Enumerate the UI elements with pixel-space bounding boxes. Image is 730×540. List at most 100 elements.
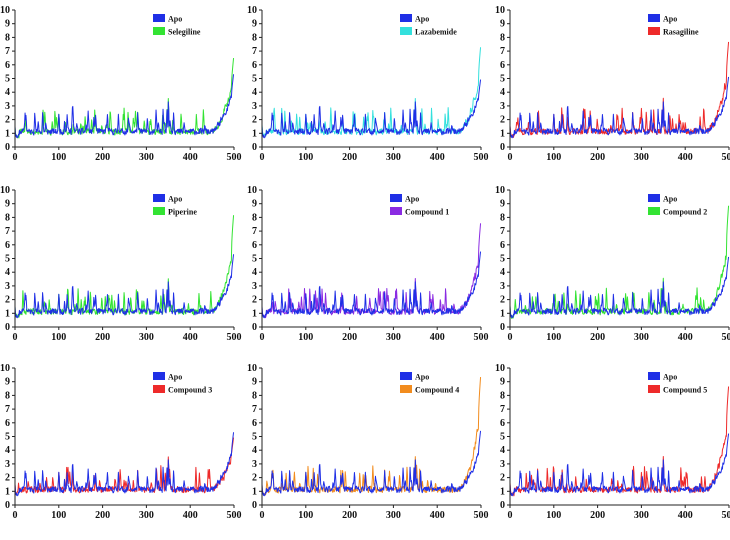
- y-tick-label: 4: [500, 267, 505, 278]
- x-tick-label: 100: [298, 332, 313, 343]
- y-tick-label: 2: [252, 295, 257, 306]
- y-tick-label: 4: [5, 87, 10, 98]
- y-tick-label: 10: [247, 363, 257, 374]
- x-tick-label: 400: [430, 332, 445, 343]
- x-tick-label: 0: [13, 332, 18, 343]
- y-tick-label: 9: [500, 199, 505, 210]
- y-tick-label: 1: [252, 486, 257, 497]
- y-tick-label: 5: [252, 432, 257, 443]
- y-tick-label: 7: [500, 226, 505, 237]
- x-tick-label: 200: [590, 332, 605, 343]
- legend-swatch: [400, 14, 412, 22]
- x-tick-label: 0: [260, 332, 265, 343]
- series-line-apo: [510, 434, 729, 496]
- y-tick-label: 9: [252, 19, 257, 30]
- y-tick-label: 4: [5, 267, 10, 278]
- y-tick-label: 8: [500, 390, 505, 401]
- x-tick-label: 500: [474, 152, 489, 163]
- x-tick-label: 400: [183, 152, 198, 163]
- y-tick-label: 9: [5, 377, 10, 388]
- x-tick-label: 500: [474, 332, 489, 343]
- x-tick-label: 300: [386, 510, 401, 521]
- y-tick-label: 7: [5, 226, 10, 237]
- y-tick-label: 2: [5, 473, 10, 484]
- y-tick-label: 8: [5, 390, 10, 401]
- x-tick-label: 400: [183, 510, 198, 521]
- y-tick-label: 9: [500, 19, 505, 30]
- y-tick-label: 1: [500, 486, 505, 497]
- y-tick-label: 5: [5, 74, 10, 85]
- legend-label: Piperine: [168, 208, 197, 217]
- y-tick-label: 0: [5, 142, 10, 153]
- series-line-selegiline: [15, 58, 234, 138]
- y-tick-label: 1: [252, 308, 257, 319]
- y-tick-label: 4: [5, 445, 10, 456]
- y-tick-label: 10: [495, 363, 505, 374]
- x-tick-label: 500: [722, 510, 730, 521]
- y-tick-label: 2: [5, 295, 10, 306]
- legend-swatch: [648, 14, 660, 22]
- x-tick-label: 400: [183, 332, 198, 343]
- y-tick-label: 5: [5, 254, 10, 265]
- series-line-compound-5: [510, 387, 729, 496]
- y-tick-label: 7: [252, 404, 257, 415]
- legend-label: Apo: [168, 195, 182, 204]
- y-tick-label: 7: [5, 404, 10, 415]
- y-tick-label: 4: [252, 267, 257, 278]
- x-tick-label: 400: [430, 510, 445, 521]
- x-tick-label: 0: [508, 510, 513, 521]
- series-line-compound-4: [262, 377, 481, 496]
- y-tick-label: 8: [252, 390, 257, 401]
- y-tick-label: 7: [252, 46, 257, 57]
- y-tick-label: 8: [5, 32, 10, 43]
- x-tick-label: 0: [508, 152, 513, 163]
- x-tick-label: 200: [95, 510, 110, 521]
- x-tick-label: 300: [139, 510, 154, 521]
- legend-swatch: [153, 372, 165, 380]
- legend-label: Compound 3: [168, 386, 212, 395]
- legend-swatch: [400, 372, 412, 380]
- chart-panel-9: 0123456789100100200300400500ApoCompound …: [495, 363, 730, 521]
- y-tick-label: 2: [252, 473, 257, 484]
- x-tick-label: 100: [51, 332, 66, 343]
- x-tick-label: 200: [342, 152, 357, 163]
- y-tick-label: 3: [5, 281, 10, 292]
- y-tick-label: 4: [500, 445, 505, 456]
- y-tick-label: 10: [247, 5, 257, 16]
- legend-swatch: [153, 14, 165, 22]
- y-tick-label: 10: [495, 185, 505, 196]
- x-tick-label: 100: [546, 332, 561, 343]
- x-tick-label: 0: [13, 152, 18, 163]
- y-tick-label: 1: [5, 486, 10, 497]
- x-tick-label: 200: [95, 152, 110, 163]
- y-tick-label: 10: [0, 5, 10, 16]
- x-tick-label: 500: [722, 332, 730, 343]
- y-tick-label: 0: [500, 142, 505, 153]
- y-tick-label: 2: [252, 115, 257, 126]
- legend-label: Compound 5: [663, 386, 707, 395]
- x-tick-label: 200: [342, 510, 357, 521]
- y-tick-label: 4: [252, 87, 257, 98]
- legend-swatch: [648, 27, 660, 35]
- y-tick-label: 0: [252, 500, 257, 511]
- x-tick-label: 0: [13, 510, 18, 521]
- series-line-compound-1: [262, 223, 481, 317]
- legend-label: Apo: [415, 373, 429, 382]
- y-tick-label: 6: [252, 60, 257, 71]
- y-tick-label: 10: [247, 185, 257, 196]
- y-tick-label: 3: [500, 281, 505, 292]
- series-line-piperine: [15, 215, 234, 317]
- y-tick-label: 8: [252, 212, 257, 223]
- y-tick-label: 6: [5, 60, 10, 71]
- x-tick-label: 500: [227, 332, 242, 343]
- series-line-lazabemide: [262, 47, 481, 136]
- y-tick-label: 1: [5, 128, 10, 139]
- y-tick-label: 8: [252, 32, 257, 43]
- chart-panel-3: 0123456789100100200300400500ApoRasagilin…: [495, 5, 730, 163]
- legend-label: Compound 2: [663, 208, 707, 217]
- legend-label: Apo: [405, 195, 419, 204]
- series-line-apo: [262, 252, 481, 318]
